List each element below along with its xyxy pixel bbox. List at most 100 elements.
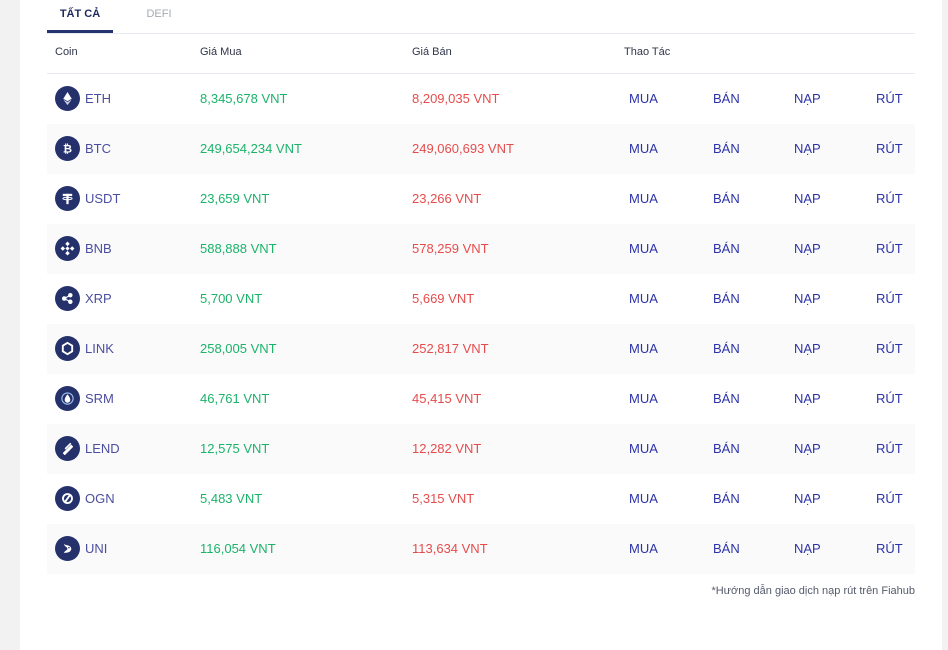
deposit-button[interactable]: NẠP [794,241,821,256]
table-row: OGN 5,483 VNT 5,315 VNT MUA BÁN NẠP RÚT [47,474,915,524]
buy-button[interactable]: MUA [629,291,658,306]
withdraw-button[interactable]: RÚT [876,441,903,456]
sell-price: 5,315 VNT [412,491,475,506]
withdraw-button[interactable]: RÚT [876,291,903,306]
deposit-button[interactable]: NẠP [794,491,821,506]
table-row: ₿ BTC 249,654,234 VNT 249,060,693 VNT MUA BÁN… [47,124,915,174]
btc-icon: ₿ [55,136,80,161]
deposit-button[interactable]: NẠP [794,141,821,156]
coin-price-card: TẤT CẢ DEFI Coin Giá Mua Giá Bán Thao Tá… [20,0,942,650]
lend-icon [55,436,80,461]
table-row: SRM 46,761 VNT 45,415 VNT MUA BÁN NẠP RÚT [47,374,915,424]
srm-icon [55,386,80,411]
svg-text:₿: ₿ [63,143,72,156]
deposit-button[interactable]: NẠP [794,341,821,356]
buy-button[interactable]: MUA [629,391,658,406]
table-row: ETH 8,345,678 VNT 8,209,035 VNT MUA BÁN NẠP RÚ… [47,74,915,124]
buy-price: 116,054 VNT [200,541,276,556]
bnb-icon [55,236,80,261]
withdraw-button[interactable]: RÚT [876,341,903,356]
buy-price: 258,005 VNT [200,341,277,356]
sell-button[interactable]: BÁN [713,491,740,506]
buy-button[interactable]: MUA [629,191,658,206]
buy-button[interactable]: MUA [629,141,658,156]
withdraw-button[interactable]: RÚT [876,91,903,106]
coin-name: ETH [85,91,111,106]
deposit-button[interactable]: NẠP [794,91,821,106]
sell-price: 249,060,693 VNT [412,141,514,156]
usdt-icon [55,186,80,211]
buy-price: 5,700 VNT [200,291,263,306]
sell-button[interactable]: BÁN [713,91,740,106]
withdraw-button[interactable]: RÚT [876,241,903,256]
coin-name: LEND [85,441,120,456]
sell-button[interactable]: BÁN [713,541,740,556]
sell-button[interactable]: BÁN [713,441,740,456]
header-actions: Thao Tác [624,46,671,58]
buy-price: 8,345,678 VNT [200,91,288,106]
sell-button[interactable]: BÁN [713,391,740,406]
deposit-button[interactable]: NẠP [794,441,821,456]
sell-price: 252,817 VNT [412,341,489,356]
buy-price: 46,761 VNT [200,391,270,406]
sell-price: 12,282 VNT [412,441,482,456]
sell-button[interactable]: BÁN [713,141,740,156]
buy-button[interactable]: MUA [629,91,658,106]
deposit-button[interactable]: NẠP [794,191,821,206]
coin-name: OGN [85,491,115,506]
sell-button[interactable]: BÁN [713,241,740,256]
buy-button[interactable]: MUA [629,491,658,506]
deposit-button[interactable]: NẠP [794,541,821,556]
sell-button[interactable]: BÁN [713,291,740,306]
table-header: Coin Giá Mua Giá Bán Thao Tác [47,33,915,74]
coin-name: LINK [85,341,114,356]
table-row: UNI 116,054 VNT 113,634 VNT MUA BÁN NẠP RÚT [47,524,915,574]
tab-defi[interactable]: DEFI [146,8,172,20]
buy-price: 5,483 VNT [200,491,263,506]
buy-button[interactable]: MUA [629,541,658,556]
withdraw-button[interactable]: RÚT [876,191,903,206]
buy-price: 249,654,234 VNT [200,141,302,156]
coin-name: BNB [85,241,112,256]
header-buy-price: Giá Mua [200,46,242,58]
tab-all[interactable]: TẤT CẢ [47,0,113,33]
ogn-icon [55,486,80,511]
sell-price: 113,634 VNT [412,541,488,556]
deposit-button[interactable]: NẠP [794,291,821,306]
withdraw-button[interactable]: RÚT [876,491,903,506]
coin-name: XRP [85,291,112,306]
sell-price: 23,266 VNT [412,191,482,206]
sell-price: 5,669 VNT [412,291,475,306]
header-sell-price: Giá Bán [412,46,452,58]
buy-price: 588,888 VNT [200,241,277,256]
table-row: BNB 588,888 VNT 578,259 VNT MUA BÁN NẠP RÚT [47,224,915,274]
buy-price: 12,575 VNT [200,441,270,456]
withdraw-button[interactable]: RÚT [876,541,903,556]
table-row: USDT 23,659 VNT 23,266 VNT MUA BÁN NẠP RÚT [47,174,915,224]
table-body: ETH 8,345,678 VNT 8,209,035 VNT MUA BÁN NẠP RÚ… [47,74,915,574]
table-row: LEND 12,575 VNT 12,282 VNT MUA BÁN NẠP RÚT [47,424,915,474]
tab-bar: TẤT CẢ DEFI [47,0,915,33]
coin-name: SRM [85,391,114,406]
buy-button[interactable]: MUA [629,341,658,356]
sell-button[interactable]: BÁN [713,341,740,356]
withdraw-button[interactable]: RÚT [876,391,903,406]
coin-price-table: Coin Giá Mua Giá Bán Thao Tác ETH 8,345,6… [47,33,915,574]
buy-button[interactable]: MUA [629,241,658,256]
coin-name: BTC [85,141,111,156]
link-icon [55,336,80,361]
buy-button[interactable]: MUA [629,441,658,456]
table-row: XRP 5,700 VNT 5,669 VNT MUA BÁN NẠP RÚT [47,274,915,324]
coin-name: UNI [85,541,108,556]
deposit-button[interactable]: NẠP [794,391,821,406]
sell-price: 8,209,035 VNT [412,91,500,106]
buy-price: 23,659 VNT [200,191,270,206]
sell-price: 45,415 VNT [412,391,482,406]
table-row: LINK 258,005 VNT 252,817 VNT MUA BÁN NẠP RÚT [47,324,915,374]
footnote-guide-link[interactable]: *Hướng dẫn giao dịch nạp rút trên Fiahub [711,585,915,597]
sell-price: 578,259 VNT [412,241,489,256]
xrp-icon [55,286,80,311]
withdraw-button[interactable]: RÚT [876,141,903,156]
sell-button[interactable]: BÁN [713,191,740,206]
coin-name: USDT [85,191,121,206]
